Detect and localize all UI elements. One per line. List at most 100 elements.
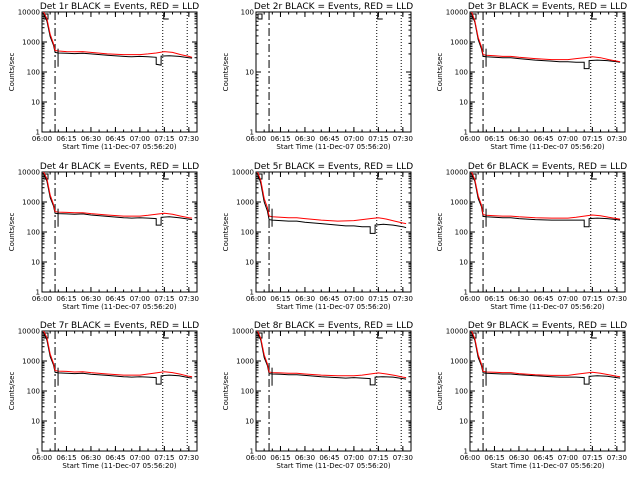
y-tick-label: 100 [241,229,254,237]
series-line-lld [471,172,621,220]
y-tick-label: 1 [36,448,40,456]
y-axis-label: Counts/sec [222,213,230,252]
y-axis-label: Counts/sec [436,372,444,411]
x-tick-label: 07:15 [154,295,174,303]
x-tick-label: 07:00 [130,135,150,143]
y-axis-label: Counts/sec [222,372,230,411]
x-tick-label: 06:45 [319,295,339,303]
y-tick-label: 1000 [450,39,468,47]
y-tick-label: 100 [241,9,254,17]
y-tick-label: 10000 [232,169,254,177]
y-tick-label: 100 [455,69,468,77]
x-tick-label: 07:00 [130,295,150,303]
x-axis-label: Start Time (11-Dec-07 05:56:20) [62,303,176,311]
y-tick-label: 10000 [232,328,254,336]
flag-marker [43,332,49,339]
x-tick-label: 06:45 [105,295,125,303]
x-tick-label: 06:15 [484,454,504,462]
x-axis-label: Start Time (11-Dec-07 05:56:20) [276,303,390,311]
x-tick-label: 07:00 [130,454,150,462]
y-tick-label: 1000 [22,199,40,207]
x-tick-label: 06:30 [509,135,529,143]
x-tick-label: 07:15 [582,295,602,303]
x-tick-label: 06:30 [81,454,101,462]
series-line-events [257,173,407,234]
x-tick-label: 06:15 [56,135,76,143]
x-tick-label: 07:15 [368,454,388,462]
panel-title: Det 4r BLACK = Events, RED = LLD [40,162,199,172]
x-tick-label: 07:15 [582,454,602,462]
y-tick-label: 1 [250,289,254,297]
y-tick-label: 10000 [18,9,40,17]
flag-marker [377,13,383,20]
x-tick-label: 07:00 [344,135,364,143]
flag-marker [591,332,597,339]
x-tick-label: 06:00 [460,295,480,303]
flag-marker [471,13,477,20]
x-tick-label: 06:45 [533,454,553,462]
x-tick-label: 07:00 [558,454,578,462]
flag-marker [377,332,383,339]
y-tick-label: 100 [27,69,40,77]
x-tick-label: 07:30 [393,135,413,143]
y-tick-label: 10 [245,69,254,77]
detector-panel-1: Det 1r BLACK = Events, RED = LLD 1 10 100 10… [8,2,199,151]
x-tick-label: 07:30 [179,454,199,462]
flag-marker [591,13,597,20]
y-tick-label: 1 [464,289,468,297]
y-tick-label: 100 [27,229,40,237]
y-axis-label: Counts/sec [436,213,444,252]
panel-title: Det 3r BLACK = Events, RED = LLD [468,2,627,12]
x-tick-label: 07:00 [558,295,578,303]
y-tick-label: 1000 [22,39,40,47]
series-line-events [43,332,193,385]
plot-frame [469,11,626,133]
y-tick-label: 1000 [236,199,254,207]
detector-panel-4: Det 4r BLACK = Events, RED = LLD 1 10 100 10… [8,162,199,311]
x-axis-label: Start Time (11-Dec-07 05:56:20) [490,143,604,151]
x-tick-label: 06:45 [533,295,553,303]
y-tick-label: 1000 [236,358,254,366]
x-tick-label: 06:15 [56,295,76,303]
x-tick-label: 07:30 [607,135,627,143]
x-tick-label: 06:15 [270,295,290,303]
x-tick-label: 07:30 [179,295,199,303]
series-line-events [471,13,621,70]
x-tick-label: 06:45 [319,454,339,462]
x-tick-label: 07:15 [368,295,388,303]
detector-panel-9: Det 9r BLACK = Events, RED = LLD 1 10 100 10… [436,321,627,470]
flag-marker [471,173,477,180]
y-tick-label: 10 [245,259,254,267]
panel-title: Det 6r BLACK = Events, RED = LLD [468,162,627,172]
y-tick-label: 1 [36,129,40,137]
y-axis-label: Counts/sec [8,372,16,411]
x-tick-label: 07:30 [607,454,627,462]
x-tick-label: 06:30 [509,454,529,462]
y-tick-label: 10000 [446,169,468,177]
series-line-lld [43,12,193,58]
detector-panel-2: Det 2r BLACK = Events, RED = LLD 1 10 100 06… [222,2,413,151]
x-tick-label: 07:30 [393,295,413,303]
y-tick-label: 10 [31,99,40,107]
flag-marker [163,173,169,180]
y-axis-label: Counts/sec [8,213,16,252]
detector-panel-6: Det 6r BLACK = Events, RED = LLD 1 10 100 10… [436,162,627,311]
series-line-events [471,173,621,228]
x-tick-label: 06:00 [246,454,266,462]
x-tick-label: 06:45 [319,135,339,143]
x-tick-label: 06:30 [81,295,101,303]
flag-marker [591,173,597,180]
x-tick-label: 06:30 [295,135,315,143]
y-tick-label: 1 [464,448,468,456]
x-tick-label: 07:15 [368,135,388,143]
x-tick-label: 07:30 [179,135,199,143]
flag-marker [257,332,263,339]
x-tick-label: 06:15 [484,135,504,143]
y-tick-label: 10000 [446,9,468,17]
plot-frame [255,11,412,133]
x-tick-label: 07:15 [582,135,602,143]
series-line-lld [471,12,621,63]
series-line-events [471,332,621,385]
panel-title: Det 7r BLACK = Events, RED = LLD [40,321,199,331]
